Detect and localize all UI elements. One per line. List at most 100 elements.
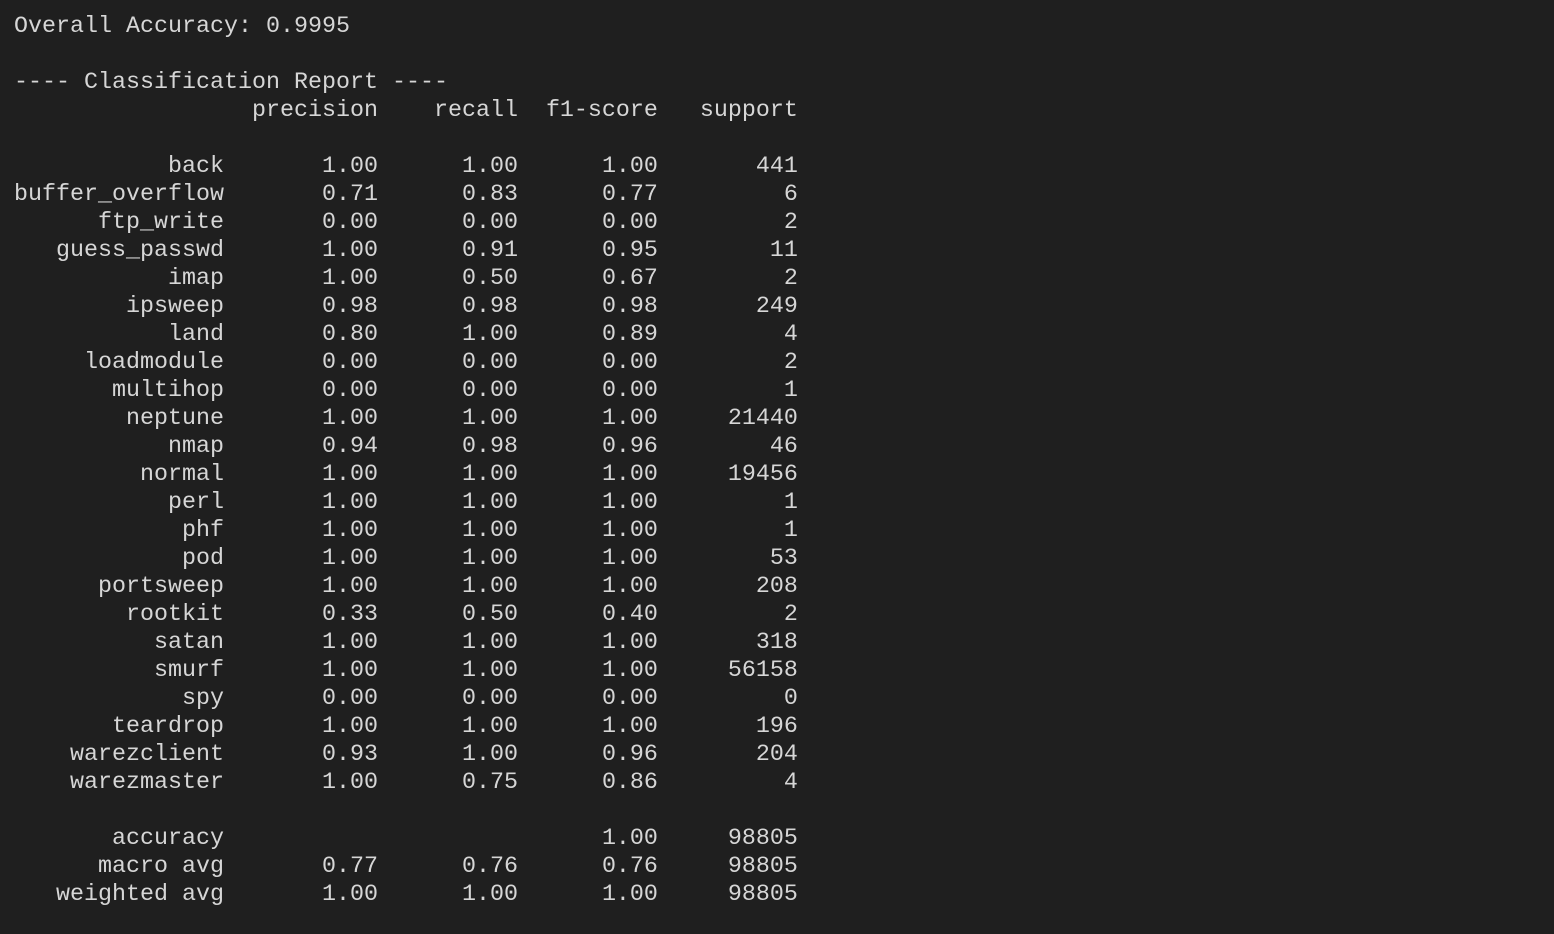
table-row: normal 1.00 1.00 1.00 19456	[14, 461, 798, 489]
report-title: ---- Classification Report ----	[14, 70, 448, 96]
precision-cell: 0.00	[321, 350, 378, 376]
f1-score-cell: 0.89	[601, 322, 658, 348]
header-class-name	[14, 97, 224, 125]
f1-score-cell: 1.00	[601, 882, 658, 908]
class-name-cell: warezmaster	[69, 770, 224, 796]
precision-cell: 1.00	[321, 574, 378, 600]
table-row: multihop 0.00 0.00 0.00 1	[14, 377, 798, 405]
recall-cell: 0.00	[461, 350, 518, 376]
recall-cell: 1.00	[461, 406, 518, 432]
summary-row: accuracy 1.00 98805	[14, 825, 798, 853]
support-cell: 53	[769, 546, 798, 572]
f1-score-cell: 1.00	[601, 462, 658, 488]
table-row: phf 1.00 1.00 1.00 1	[14, 517, 798, 545]
support-cell: 11	[769, 238, 798, 264]
report-summary: accuracy 1.00 98805 macro avg 0.77 0.76 0.76 98…	[14, 825, 798, 909]
support-cell: 249	[755, 294, 798, 320]
f1-score-cell: 0.00	[601, 378, 658, 404]
recall-cell: 1.00	[461, 882, 518, 908]
table-row: back 1.00 1.00 1.00 441	[14, 153, 798, 181]
table-row: nmap 0.94 0.98 0.96 46	[14, 433, 798, 461]
f1-score-cell: 0.00	[601, 350, 658, 376]
class-name-cell: warezclient	[69, 742, 224, 768]
precision-cell: 0.98	[321, 294, 378, 320]
support-cell: 4	[783, 770, 798, 796]
f1-score-cell: 1.00	[601, 714, 658, 740]
recall-cell: 1.00	[461, 518, 518, 544]
table-row: rootkit 0.33 0.50 0.40 2	[14, 601, 798, 629]
table-row: spy 0.00 0.00 0.00 0	[14, 685, 798, 713]
header-f1-score: f1-score	[545, 98, 658, 124]
f1-score-cell: 0.40	[601, 602, 658, 628]
class-name-cell: nmap	[167, 434, 224, 460]
f1-score-cell: 0.77	[601, 182, 658, 208]
precision-cell: 0.80	[321, 322, 378, 348]
class-name-cell: phf	[181, 518, 224, 544]
precision-cell: 1.00	[321, 770, 378, 796]
f1-score-cell: 0.00	[601, 210, 658, 236]
class-name-cell: rootkit	[125, 602, 224, 628]
support-cell: 1	[783, 518, 798, 544]
support-cell: 196	[755, 714, 798, 740]
precision-cell	[224, 825, 378, 853]
table-row: guess_passwd 1.00 0.91 0.95 11	[14, 237, 798, 265]
class-name-cell: macro avg	[97, 854, 224, 880]
table-row: warezmaster 1.00 0.75 0.86 4	[14, 769, 798, 797]
f1-score-cell: 1.00	[601, 518, 658, 544]
support-cell: 98805	[727, 854, 798, 880]
recall-cell: 1.00	[461, 462, 518, 488]
recall-cell: 0.00	[461, 686, 518, 712]
precision-cell: 0.77	[321, 854, 378, 880]
precision-cell: 0.00	[321, 210, 378, 236]
class-name-cell: perl	[167, 490, 224, 516]
f1-score-cell: 0.96	[601, 742, 658, 768]
precision-cell: 0.33	[321, 602, 378, 628]
precision-cell: 0.94	[321, 434, 378, 460]
table-row: teardrop 1.00 1.00 1.00 196	[14, 713, 798, 741]
support-cell: 19456	[727, 462, 798, 488]
f1-score-cell: 0.95	[601, 238, 658, 264]
table-row: land 0.80 1.00 0.89 4	[14, 321, 798, 349]
support-cell: 21440	[727, 406, 798, 432]
recall-cell: 1.00	[461, 322, 518, 348]
terminal-output: Overall Accuracy: 0.9995 ---- Classifica…	[14, 13, 798, 909]
f1-score-cell: 1.00	[601, 154, 658, 180]
precision-cell: 1.00	[321, 882, 378, 908]
class-name-cell: spy	[181, 686, 224, 712]
table-row: neptune 1.00 1.00 1.00 21440	[14, 405, 798, 433]
f1-score-cell: 1.00	[601, 658, 658, 684]
recall-cell: 0.00	[461, 210, 518, 236]
table-row: portsweep 1.00 1.00 1.00 208	[14, 573, 798, 601]
class-name-cell: neptune	[125, 406, 224, 432]
class-name-cell: loadmodule	[83, 350, 224, 376]
precision-cell: 1.00	[321, 714, 378, 740]
table-row: satan 1.00 1.00 1.00 318	[14, 629, 798, 657]
class-name-cell: smurf	[153, 658, 224, 684]
precision-cell: 1.00	[321, 266, 378, 292]
f1-score-cell: 1.00	[601, 406, 658, 432]
support-cell: 1	[783, 378, 798, 404]
class-name-cell: multihop	[111, 378, 224, 404]
support-cell: 6	[783, 182, 798, 208]
support-cell: 2	[783, 210, 798, 236]
support-cell: 204	[755, 742, 798, 768]
precision-cell: 1.00	[321, 490, 378, 516]
f1-score-cell: 1.00	[601, 490, 658, 516]
f1-score-cell: 0.67	[601, 266, 658, 292]
support-cell: 46	[769, 434, 798, 460]
recall-cell: 1.00	[461, 546, 518, 572]
class-name-cell: satan	[153, 630, 224, 656]
class-name-cell: accuracy	[111, 826, 224, 852]
header-recall: recall	[433, 98, 518, 124]
precision-cell: 0.93	[321, 742, 378, 768]
table-row: smurf 1.00 1.00 1.00 56158	[14, 657, 798, 685]
f1-score-cell: 0.98	[601, 294, 658, 320]
header-precision: precision	[251, 98, 378, 124]
blank-line	[14, 797, 798, 825]
f1-score-cell: 1.00	[601, 574, 658, 600]
precision-cell: 1.00	[321, 154, 378, 180]
recall-cell: 0.00	[461, 378, 518, 404]
support-cell: 56158	[727, 658, 798, 684]
header-support: support	[699, 98, 798, 124]
recall-cell: 1.00	[461, 154, 518, 180]
